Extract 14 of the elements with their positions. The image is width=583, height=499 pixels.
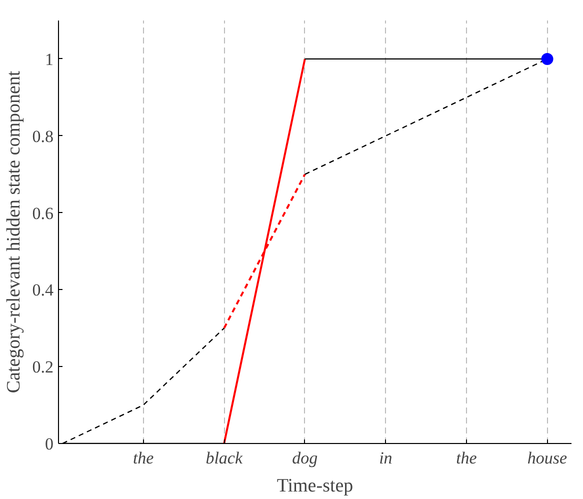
- y-tick-label: 0.4: [32, 280, 54, 300]
- y-tick-label: 0.2: [32, 358, 54, 377]
- x-tick-label: black: [206, 448, 243, 468]
- x-axis-title: Time-step: [276, 476, 354, 496]
- y-tick-label: 0: [45, 434, 54, 454]
- y-tick-label: 0.6: [32, 204, 54, 223]
- x-tick-label: house: [527, 448, 568, 468]
- x-tick-label: dog: [292, 448, 318, 468]
- y-axis-title: Category-relevant hidden state component: [3, 70, 24, 394]
- x-tick-label: the: [456, 448, 478, 468]
- x-tick-label: the: [132, 448, 154, 468]
- x-tick-label: in: [379, 448, 392, 468]
- y-tick-label: 1: [45, 50, 54, 69]
- y-tick-label: 0.8: [32, 126, 54, 146]
